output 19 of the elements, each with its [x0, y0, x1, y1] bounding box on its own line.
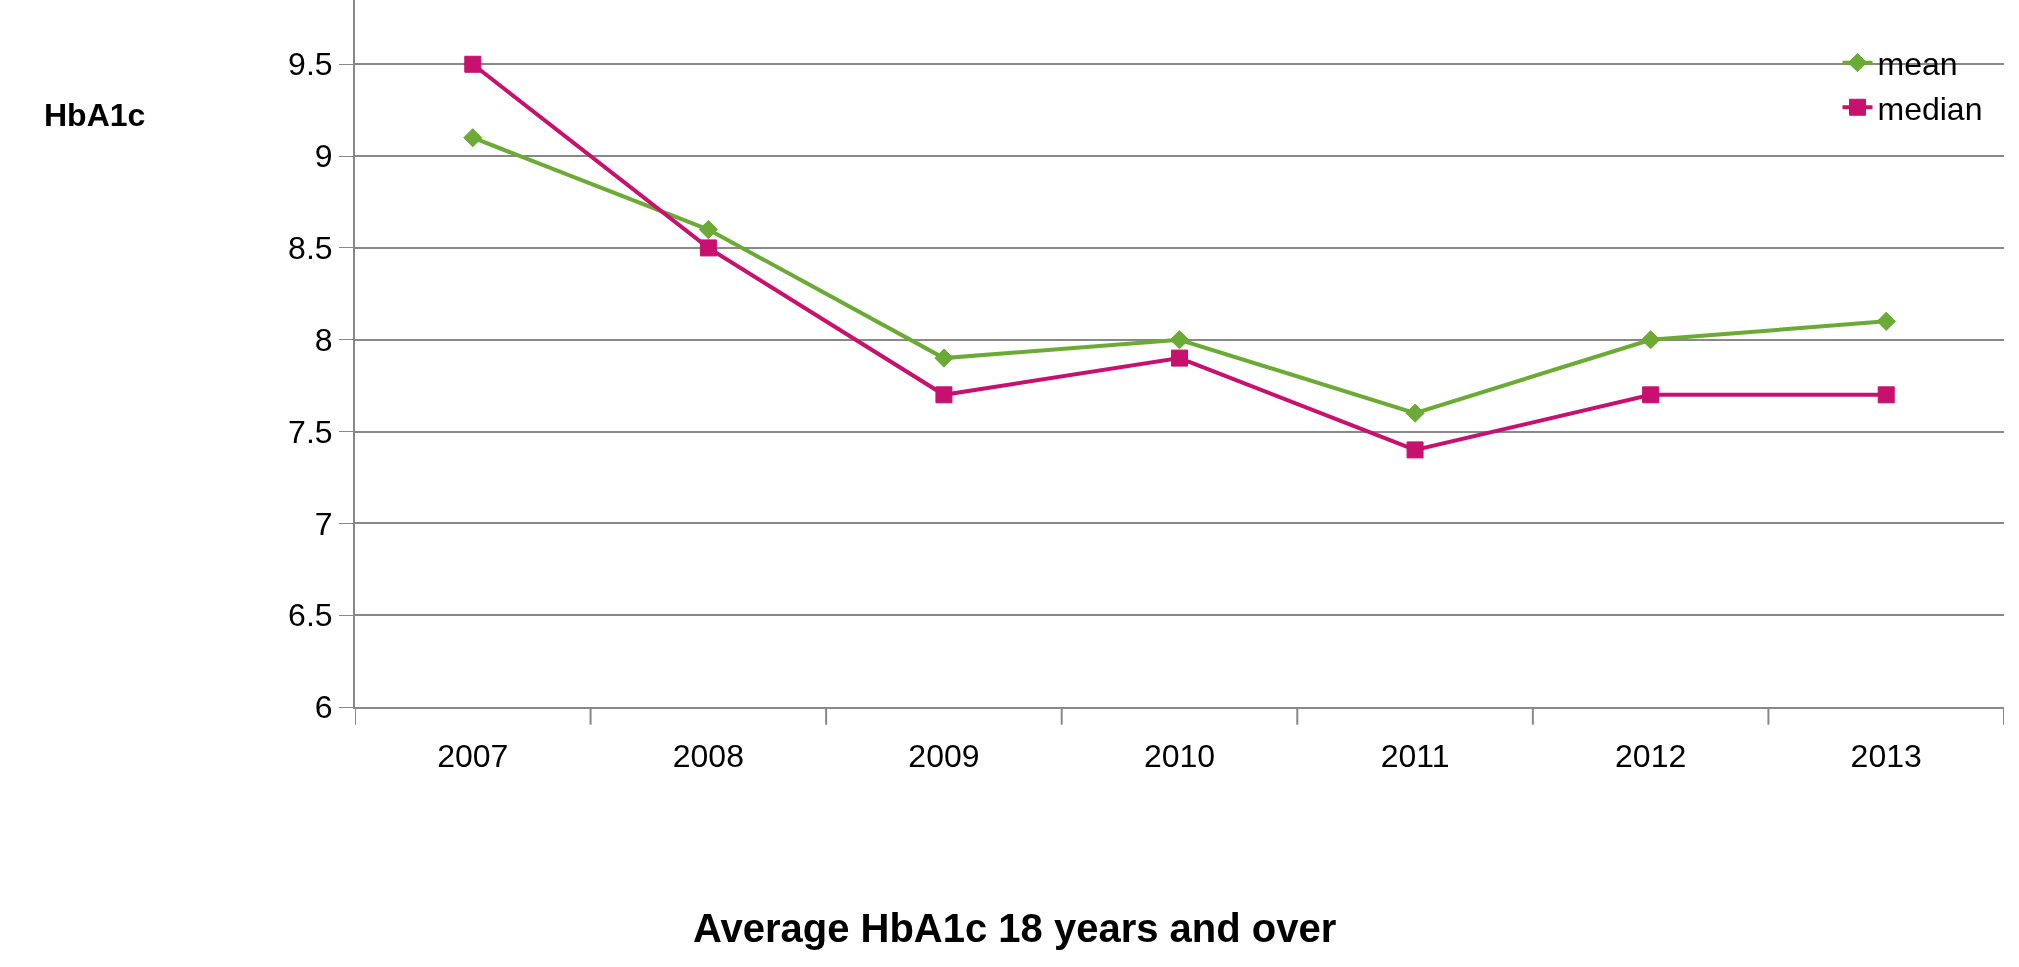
x-tick-label: 2011: [1380, 738, 1450, 775]
y-tick-label: 8: [314, 321, 333, 358]
legend-label: median: [1877, 90, 1983, 127]
legend-label: mean: [1877, 46, 1958, 83]
x-tick-label: 2009: [908, 738, 980, 775]
y-tick-label: 6: [314, 689, 333, 726]
x-tick-label: 2008: [672, 738, 744, 775]
x-tick-label: 2007: [437, 738, 509, 775]
text: Average HbA1c 18 years and over: [693, 906, 1337, 950]
y-axis-title: HbA1c: [44, 97, 146, 133]
y-tick-label: 7.5: [288, 413, 333, 450]
y-tick-label: 6.5: [288, 597, 333, 634]
y-tick-label: 7: [314, 505, 333, 542]
y-tick-label: 9: [314, 138, 333, 175]
x-tick-label: 2013: [1850, 738, 1922, 775]
y-tick-label: 8.5: [288, 230, 333, 267]
x-tick-label: 2012: [1615, 738, 1687, 775]
y-tick-label: 9.5: [288, 46, 333, 83]
x-tick-label: 2010: [1143, 738, 1216, 775]
